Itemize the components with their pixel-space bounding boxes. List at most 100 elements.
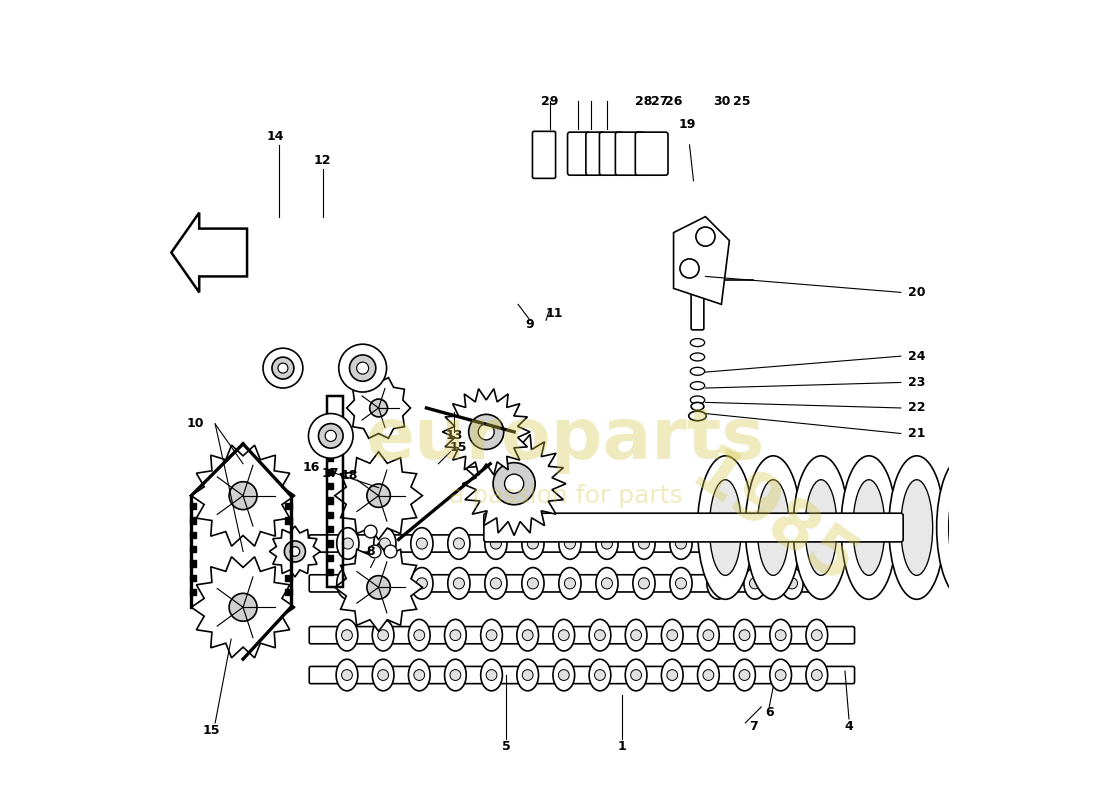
Ellipse shape <box>707 528 729 559</box>
Ellipse shape <box>625 659 647 691</box>
Circle shape <box>630 630 641 641</box>
Ellipse shape <box>632 528 656 559</box>
Circle shape <box>522 670 534 681</box>
Bar <box>189 503 196 510</box>
Ellipse shape <box>448 567 470 599</box>
Ellipse shape <box>553 659 574 691</box>
Circle shape <box>667 630 678 641</box>
Polygon shape <box>673 217 729 304</box>
Circle shape <box>713 538 724 549</box>
Bar <box>327 540 333 546</box>
Circle shape <box>278 363 288 373</box>
Circle shape <box>776 630 786 641</box>
Text: 7: 7 <box>749 720 758 734</box>
Bar <box>189 589 196 595</box>
Ellipse shape <box>770 619 792 651</box>
Text: 25: 25 <box>733 94 750 107</box>
Circle shape <box>290 546 299 556</box>
Ellipse shape <box>517 619 539 651</box>
Polygon shape <box>270 526 320 577</box>
FancyBboxPatch shape <box>309 574 830 592</box>
Ellipse shape <box>590 619 610 651</box>
Ellipse shape <box>691 353 705 361</box>
Bar <box>285 531 292 538</box>
FancyBboxPatch shape <box>532 131 556 178</box>
Circle shape <box>786 538 798 549</box>
Bar <box>285 589 292 595</box>
Circle shape <box>416 578 428 589</box>
Ellipse shape <box>444 659 466 691</box>
Text: 22: 22 <box>908 402 925 414</box>
Ellipse shape <box>517 659 539 691</box>
Ellipse shape <box>590 659 610 691</box>
Ellipse shape <box>691 338 705 346</box>
Text: 1: 1 <box>617 740 626 754</box>
Text: 8: 8 <box>366 545 375 558</box>
Circle shape <box>594 670 605 681</box>
Ellipse shape <box>521 567 544 599</box>
Circle shape <box>680 259 700 278</box>
Circle shape <box>450 670 461 681</box>
Circle shape <box>749 578 760 589</box>
Circle shape <box>594 630 605 641</box>
Bar <box>189 546 196 552</box>
Circle shape <box>416 538 428 549</box>
Ellipse shape <box>670 567 692 599</box>
Circle shape <box>377 630 388 641</box>
Bar <box>327 454 333 461</box>
FancyBboxPatch shape <box>309 535 830 552</box>
Circle shape <box>786 578 798 589</box>
FancyBboxPatch shape <box>309 666 855 684</box>
Circle shape <box>638 578 649 589</box>
Ellipse shape <box>372 619 394 651</box>
Circle shape <box>342 630 352 641</box>
Circle shape <box>319 423 343 448</box>
Text: 16: 16 <box>302 462 319 474</box>
Bar <box>285 574 292 581</box>
Ellipse shape <box>559 567 581 599</box>
Circle shape <box>527 578 539 589</box>
Text: 9: 9 <box>526 318 535 330</box>
Text: 19: 19 <box>679 118 696 131</box>
Ellipse shape <box>746 456 801 599</box>
Text: 20: 20 <box>908 286 925 299</box>
Ellipse shape <box>408 619 430 651</box>
Ellipse shape <box>481 659 503 691</box>
Circle shape <box>370 399 387 417</box>
Ellipse shape <box>596 528 618 559</box>
Text: 26: 26 <box>664 94 682 107</box>
Circle shape <box>308 414 353 458</box>
Ellipse shape <box>842 456 896 599</box>
FancyBboxPatch shape <box>586 132 605 175</box>
Text: 13: 13 <box>446 430 463 442</box>
Circle shape <box>342 538 353 549</box>
Ellipse shape <box>805 480 837 575</box>
Ellipse shape <box>744 567 766 599</box>
Circle shape <box>350 355 376 382</box>
Circle shape <box>364 525 377 538</box>
FancyBboxPatch shape <box>600 132 624 175</box>
Circle shape <box>491 578 502 589</box>
Ellipse shape <box>625 619 647 651</box>
Text: 15: 15 <box>450 442 468 454</box>
FancyBboxPatch shape <box>484 514 903 542</box>
Ellipse shape <box>670 528 692 559</box>
Ellipse shape <box>481 619 503 651</box>
Circle shape <box>469 414 504 450</box>
Circle shape <box>522 630 534 641</box>
Ellipse shape <box>337 528 359 559</box>
FancyBboxPatch shape <box>309 626 855 644</box>
Circle shape <box>384 545 397 558</box>
Circle shape <box>703 670 714 681</box>
Ellipse shape <box>793 456 849 599</box>
Ellipse shape <box>408 659 430 691</box>
FancyBboxPatch shape <box>691 275 704 330</box>
Text: 27: 27 <box>651 94 669 107</box>
Ellipse shape <box>444 619 466 651</box>
Text: 10: 10 <box>187 418 204 430</box>
FancyBboxPatch shape <box>636 132 668 175</box>
Polygon shape <box>334 452 422 539</box>
Text: 28: 28 <box>636 94 652 107</box>
Circle shape <box>414 670 425 681</box>
Ellipse shape <box>697 619 719 651</box>
